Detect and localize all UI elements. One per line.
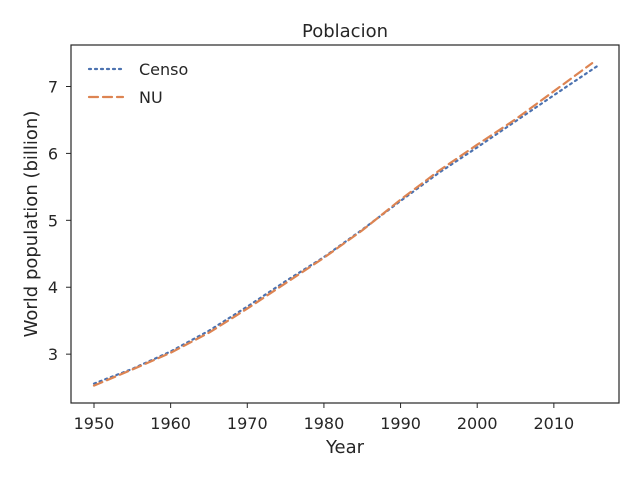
legend: Censo NU [87, 60, 188, 107]
x-tick-label: 1970 [227, 414, 268, 433]
x-tick-label: 1980 [304, 414, 345, 433]
x-tick-label: 2000 [457, 414, 498, 433]
chart-title: Poblacion [302, 21, 388, 42]
x-tick-label: 2010 [533, 414, 574, 433]
y-axis-ticks: 3 4 5 6 7 [48, 77, 71, 364]
series-line-nu [92, 61, 594, 387]
x-axis-label: Year [325, 437, 365, 458]
legend-label-censo: Censo [139, 60, 188, 79]
y-tick-label: 6 [48, 144, 58, 163]
plot-area [70, 44, 620, 404]
y-tick-label: 3 [48, 345, 58, 364]
x-tick-label: 1960 [150, 414, 191, 433]
y-tick-label: 4 [48, 278, 58, 297]
x-tick-label: 1950 [74, 414, 115, 433]
legend-label-nu: NU [139, 88, 163, 107]
x-tick-label: 1990 [380, 414, 421, 433]
y-tick-label: 7 [48, 77, 58, 96]
y-tick-label: 5 [48, 211, 58, 230]
series-line-censo [92, 63, 601, 385]
y-axis-label: World population (billion) [21, 111, 42, 338]
series-layer [92, 61, 601, 387]
x-axis-ticks: 1950 1960 1970 1980 1990 2000 2010 [74, 403, 574, 433]
